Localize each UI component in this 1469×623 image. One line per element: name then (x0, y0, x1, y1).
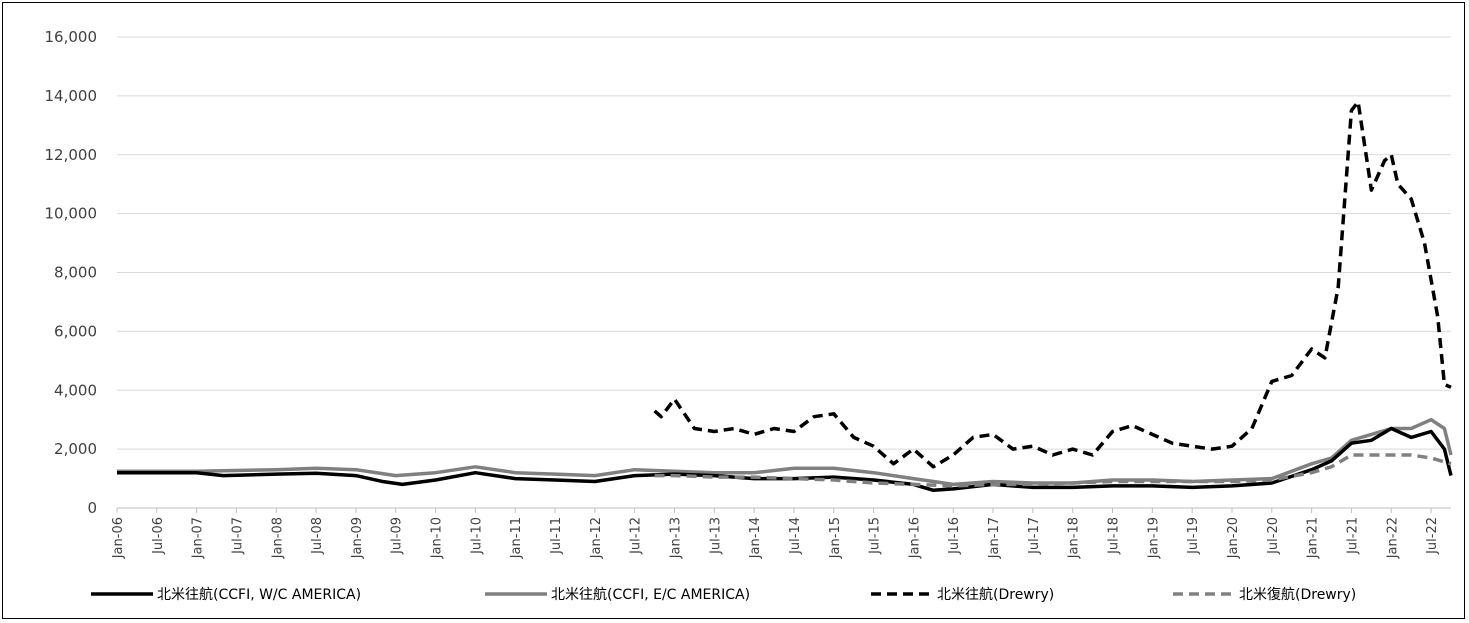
x-tick-label: Jul-06 (151, 517, 166, 555)
x-tick-label: Jul-19 (1186, 517, 1201, 555)
x-tick-label: Jan-07 (191, 517, 206, 559)
x-tick-label: Jan-11 (509, 517, 524, 559)
y-tick-label: 4,000 (54, 381, 97, 399)
series-line (117, 426, 1453, 493)
x-tick-label: Jul-18 (1107, 517, 1122, 555)
series-line (654, 453, 1452, 488)
y-tick-label: 8,000 (54, 264, 97, 282)
x-tick-label: Jan-16 (907, 517, 922, 559)
x-tick-label: Jul-13 (708, 517, 723, 555)
y-tick-label: 14,000 (45, 87, 98, 105)
y-axis-ticks: 0 2,000 4,000 6,000 8,000 10,000 12,000 14,000 1… (45, 28, 98, 517)
x-tick-label: Jan-08 (270, 517, 285, 559)
y-tick-label: 2,000 (54, 440, 97, 458)
legend-label: 北米往航(CCFI, E/C AMERICA) (551, 587, 750, 603)
x-tick-label: Jan-18 (1067, 517, 1082, 559)
legend: 北米往航(CCFI, W/C AMERICA) 北米往航(CCFI, E/C AM… (91, 586, 1356, 603)
legend-label: 北米復航(Drewry) (1239, 586, 1356, 603)
x-tick-label: Jul-22 (1425, 517, 1440, 555)
x-tick-label: Jul-08 (310, 517, 325, 555)
x-tick-label: Jan-14 (748, 517, 763, 559)
y-tick-label: 6,000 (54, 322, 97, 340)
x-tick-label: Jan-22 (1385, 517, 1400, 559)
legend-label: 北米往航(Drewry) (937, 587, 1054, 603)
series-lines (117, 100, 1453, 493)
y-tick-label: 0 (87, 499, 97, 517)
x-tick-label: Jul-21 (1345, 517, 1360, 555)
y-tick-label: 16,000 (45, 28, 98, 46)
x-tick-label: Jul-10 (469, 517, 484, 555)
x-tick-label: Jul-15 (868, 517, 883, 555)
series-line (653, 100, 1452, 469)
x-tick-label: Jan-20 (1226, 517, 1241, 559)
x-tick-label: Jul-17 (1027, 517, 1042, 555)
line-chart: 0 2,000 4,000 6,000 8,000 10,000 12,000 14,000 1… (45, 28, 1453, 603)
x-tick-label: Jan-15 (828, 517, 843, 559)
gridlines (117, 36, 1451, 450)
x-tick-label: Jan-10 (430, 517, 445, 559)
y-tick-label: 10,000 (45, 205, 98, 223)
series-line (117, 417, 1453, 487)
x-tick-label: Jul-14 (788, 517, 803, 555)
x-tick-label: Jul-16 (947, 517, 962, 555)
x-tick-label: Jul-09 (390, 517, 405, 555)
x-tick-label: Jan-19 (1146, 517, 1161, 559)
x-tick-label: Jul-20 (1266, 517, 1281, 555)
x-tick-label: Jan-13 (668, 517, 683, 559)
legend-label: 北米往航(CCFI, W/C AMERICA) (157, 587, 361, 603)
x-tick-label: Jan-06 (111, 517, 126, 559)
x-tick-label: Jan-21 (1306, 517, 1321, 559)
x-tick-label: Jul-12 (629, 517, 644, 555)
x-tick-label: Jan-09 (350, 517, 365, 559)
x-tick-label: Jul-11 (549, 517, 564, 555)
x-tick-label: Jan-12 (589, 517, 604, 559)
y-tick-label: 12,000 (45, 146, 98, 164)
x-tick-label: Jul-07 (230, 517, 245, 555)
x-tick-label: Jan-17 (987, 517, 1002, 559)
x-axis: Jan-06 Jul-06 Jan-07 Jul-07 Jan-08 Jul-08 Jan-… (111, 507, 1451, 559)
